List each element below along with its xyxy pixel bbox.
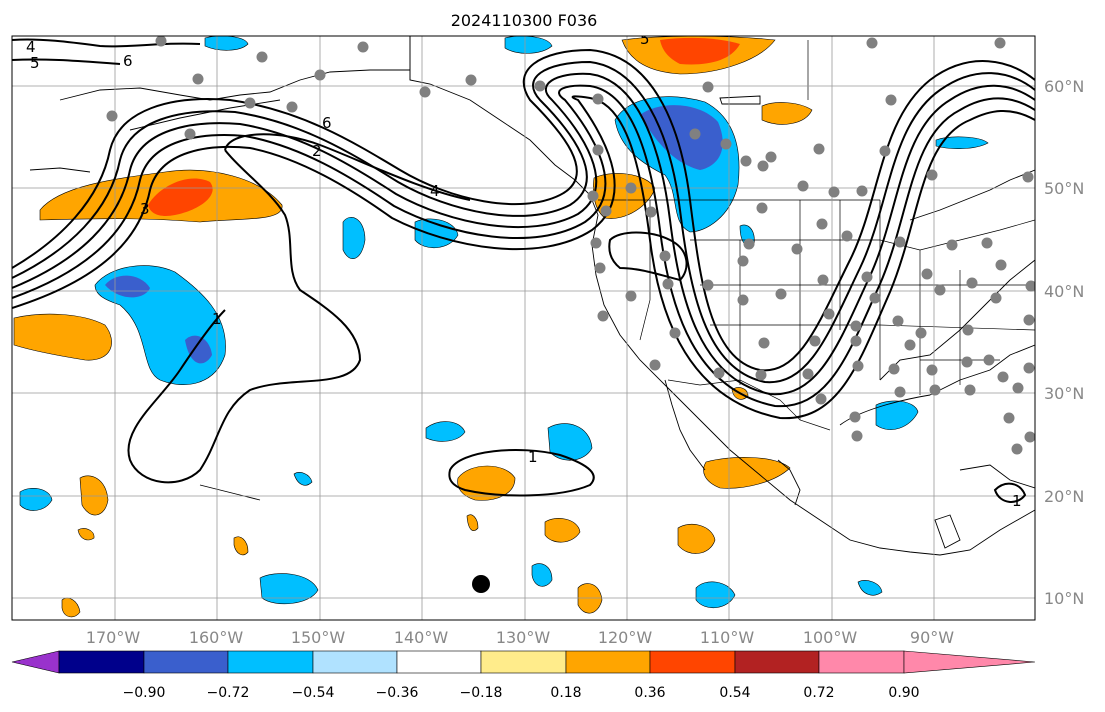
contour-label: 2: [312, 142, 322, 160]
negative-anomaly-region: [19, 487, 53, 511]
contour-label: 1: [1012, 492, 1022, 510]
contour-label: 4: [26, 38, 36, 56]
lat-label: 60°N: [1044, 77, 1084, 96]
lon-label: 130°W: [496, 628, 551, 647]
lon-label: 140°W: [394, 628, 449, 647]
contour-label: 6: [123, 52, 133, 70]
colorbar-swatch: [903, 650, 1036, 674]
colorbar-tick-label: 0.72: [803, 685, 834, 701]
positive-anomaly-region: [677, 524, 716, 554]
positive-anomaly-region: [79, 475, 109, 516]
colorbar-swatch: [58, 650, 145, 674]
colorbar-swatch: [480, 650, 567, 674]
colorbar-tick-label: −0.90: [123, 685, 166, 701]
colorbar-swatch: [396, 650, 482, 674]
colorbar-swatch: [312, 650, 398, 674]
contour-label: 1: [528, 448, 538, 466]
positive-anomaly-region: [544, 518, 581, 543]
negative-anomaly-region: [531, 563, 553, 587]
colorbar-tick-label: −0.54: [292, 685, 335, 701]
lat-label: 20°N: [1044, 487, 1084, 506]
latitude-labels: 10°N 20°N 30°N 40°N 50°N 60°N: [1044, 77, 1084, 608]
black-station-marker: [472, 575, 490, 593]
lat-label: 10°N: [1044, 589, 1084, 608]
strong-negative-anomaly-region: [105, 275, 150, 298]
negative-anomaly-region: [935, 136, 989, 149]
negative-anomaly-region: [875, 400, 919, 430]
lon-label: 110°W: [700, 628, 755, 647]
colorbar-tick-labels: −0.90 −0.72 −0.54 −0.36 −0.18 0.18 0.36 …: [123, 685, 920, 701]
lat-label: 30°N: [1044, 384, 1084, 403]
positive-anomaly-region: [77, 528, 95, 541]
positive-anomaly-region: [466, 514, 479, 531]
colorbar-swatch: [734, 650, 820, 674]
colorbar-swatch: [649, 650, 736, 674]
contour-label: 5: [640, 30, 650, 48]
positive-anomaly-region: [703, 457, 791, 489]
positive-anomaly-region: [233, 536, 249, 556]
longitude-labels: 170°W 160°W 150°W 140°W 130°W 120°W 110°…: [86, 628, 954, 647]
lon-label: 150°W: [291, 628, 346, 647]
lon-label: 170°W: [86, 628, 141, 647]
negative-anomaly-region: [857, 580, 883, 596]
strong-negative-anomaly-region: [640, 105, 723, 170]
contour-label: 6: [322, 114, 332, 132]
colorbar-tick-label: −0.18: [460, 685, 503, 701]
contour-labels: 4 5 6 6 2 4 3 1 1 5 1: [26, 30, 1022, 510]
colorbar: [11, 650, 1036, 674]
positive-anomaly-region: [13, 313, 112, 361]
colorbar-swatch: [11, 650, 60, 674]
height-contours: [12, 38, 1035, 503]
colorbar-tick-label: 0.36: [634, 685, 665, 701]
colorbar-tick-label: 0.54: [719, 685, 750, 701]
negative-anomaly-region: [547, 423, 593, 461]
colorbar-tick-label: 0.18: [550, 685, 581, 701]
negative-anomaly-region: [259, 573, 319, 605]
colorbar-swatch: [143, 650, 229, 674]
strong-negative-anomaly-region: [185, 335, 212, 364]
map-area: 4 5 6 6 2 4 3 1 1 5 1: [12, 30, 1035, 620]
colorbar-swatch: [818, 650, 905, 674]
contour-label: 1: [212, 310, 222, 328]
station-markers: [106, 36, 1035, 455]
lon-label: 90°W: [910, 628, 954, 647]
contour-label: 5: [30, 54, 40, 72]
colorbar-tick-label: −0.36: [376, 685, 419, 701]
lat-label: 40°N: [1044, 282, 1084, 301]
lon-label: 120°W: [598, 628, 653, 647]
lon-label: 100°W: [803, 628, 858, 647]
colorbar-swatch: [227, 650, 314, 674]
colorbar-tick-label: 0.90: [888, 685, 919, 701]
contour-label: 3: [140, 200, 150, 218]
positive-anomaly-region: [761, 102, 813, 125]
lat-label: 50°N: [1044, 179, 1084, 198]
map-title: 2024110300 F036: [451, 11, 598, 30]
colorbar-tick-label: −0.72: [207, 685, 250, 701]
lon-label: 160°W: [189, 628, 244, 647]
contour-label: 4: [430, 182, 440, 200]
map-frame: [11, 35, 1036, 621]
negative-anomaly-region: [293, 472, 313, 486]
strong-positive-anomaly-region: [660, 37, 740, 65]
colorbar-swatch: [565, 650, 651, 674]
negative-anomaly-region: [342, 217, 366, 259]
negative-anomaly-region: [695, 581, 736, 608]
negative-anomaly-region: [425, 421, 466, 442]
